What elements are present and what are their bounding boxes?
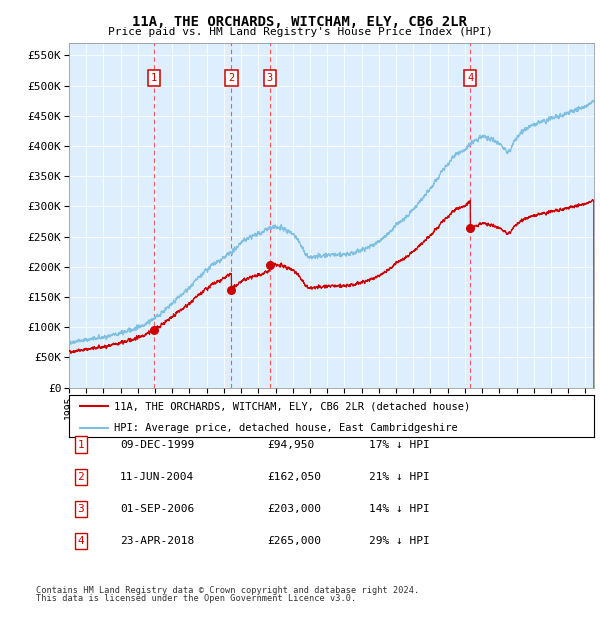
Text: 1: 1	[151, 73, 157, 83]
Text: 1: 1	[77, 440, 85, 450]
Text: 2: 2	[77, 472, 85, 482]
Text: 11A, THE ORCHARDS, WITCHAM, ELY, CB6 2LR (detached house): 11A, THE ORCHARDS, WITCHAM, ELY, CB6 2LR…	[113, 401, 470, 411]
Text: 2: 2	[229, 73, 235, 83]
Text: £162,050: £162,050	[267, 472, 321, 482]
Text: HPI: Average price, detached house, East Cambridgeshire: HPI: Average price, detached house, East…	[113, 423, 457, 433]
Text: £94,950: £94,950	[267, 440, 314, 450]
Text: 11A, THE ORCHARDS, WITCHAM, ELY, CB6 2LR: 11A, THE ORCHARDS, WITCHAM, ELY, CB6 2LR	[133, 16, 467, 30]
Text: 11-JUN-2004: 11-JUN-2004	[120, 472, 194, 482]
Text: £265,000: £265,000	[267, 536, 321, 546]
Text: 3: 3	[267, 73, 273, 83]
Text: 29% ↓ HPI: 29% ↓ HPI	[369, 536, 430, 546]
Text: 09-DEC-1999: 09-DEC-1999	[120, 440, 194, 450]
Text: 4: 4	[77, 536, 85, 546]
Text: 3: 3	[77, 504, 85, 514]
Text: 14% ↓ HPI: 14% ↓ HPI	[369, 504, 430, 514]
Text: 01-SEP-2006: 01-SEP-2006	[120, 504, 194, 514]
Text: This data is licensed under the Open Government Licence v3.0.: This data is licensed under the Open Gov…	[36, 593, 356, 603]
Text: 17% ↓ HPI: 17% ↓ HPI	[369, 440, 430, 450]
Text: 21% ↓ HPI: 21% ↓ HPI	[369, 472, 430, 482]
Text: Contains HM Land Registry data © Crown copyright and database right 2024.: Contains HM Land Registry data © Crown c…	[36, 585, 419, 595]
Text: £203,000: £203,000	[267, 504, 321, 514]
Text: Price paid vs. HM Land Registry's House Price Index (HPI): Price paid vs. HM Land Registry's House …	[107, 27, 493, 37]
Text: 4: 4	[467, 73, 473, 83]
Text: 23-APR-2018: 23-APR-2018	[120, 536, 194, 546]
